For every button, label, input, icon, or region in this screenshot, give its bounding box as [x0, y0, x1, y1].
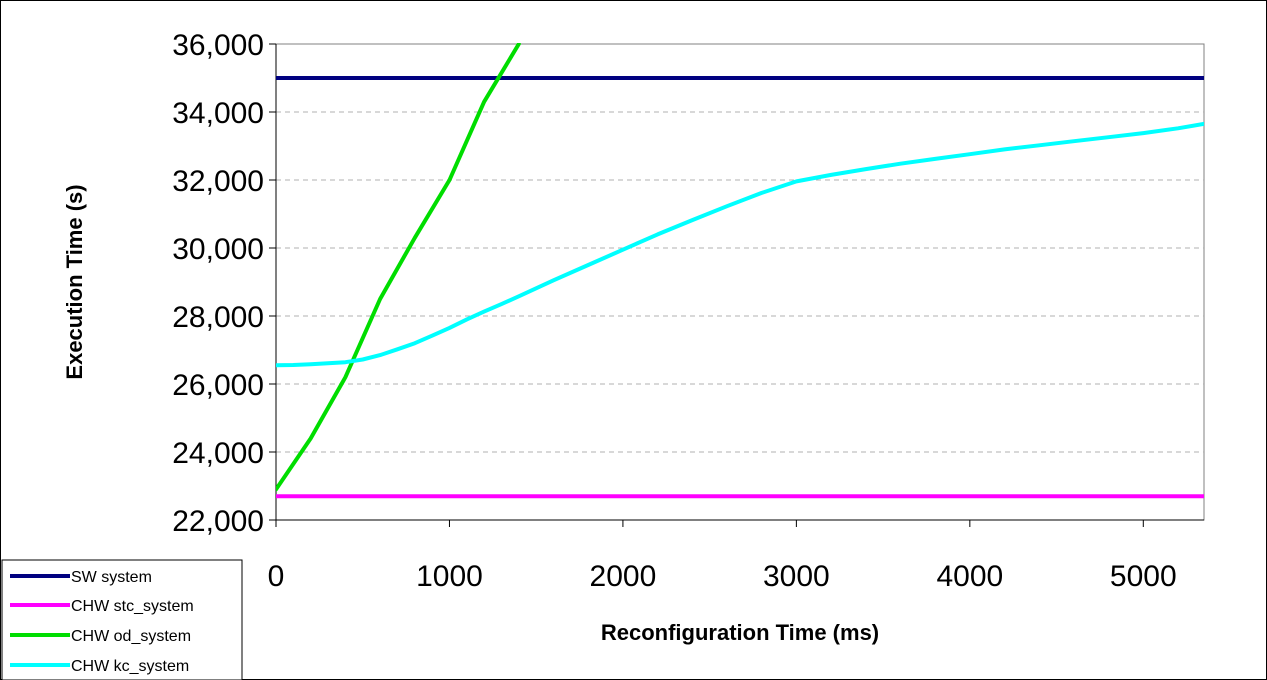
- x-tick-label: 2000: [590, 560, 657, 593]
- series-line-chw-kc-system: [276, 121, 1204, 368]
- x-tick-label: 4000: [936, 560, 1003, 593]
- legend-label-sw-system: SW system: [71, 569, 152, 586]
- plot-area: [275, 43, 1205, 521]
- axis-ticks: 22,000 24,000 26,000 28,000 30,000 32,000 34,0…: [172, 29, 1204, 593]
- legend-label-chw-od-system: CHW od_system: [71, 628, 191, 645]
- legend-label-chw-stc-system: CHW stc_system: [71, 598, 194, 615]
- x-tick-label: 1000: [416, 560, 483, 593]
- series-line-chw-od-system: [276, 43, 521, 492]
- y-tick-label: 30,000: [172, 233, 264, 266]
- legend-label-chw-kc-system: CHW kc_system: [71, 658, 189, 675]
- y-tick-label: 34,000: [172, 97, 264, 130]
- x-axis-title: Reconfiguration Time (ms): [601, 620, 879, 645]
- y-tick-label: 36,000: [172, 29, 264, 62]
- y-tick-label: 32,000: [172, 165, 264, 198]
- gridlines: [276, 111, 1204, 453]
- legend-box: [1, 559, 243, 680]
- legend: SW system CHW stc_system CHW od_system CHW …: [1, 559, 243, 680]
- x-tick-label: 5000: [1110, 560, 1177, 593]
- y-tick-label: 26,000: [172, 369, 264, 402]
- x-tick-label: 3000: [763, 560, 830, 593]
- series-lines: [276, 43, 1204, 499]
- x-tick-label: 0: [268, 560, 285, 593]
- y-tick-label: 22,000: [172, 505, 264, 538]
- y-tick-label: 28,000: [172, 301, 264, 334]
- y-tick-label: 24,000: [172, 437, 264, 470]
- y-axis-title: Execution Time (s): [62, 184, 87, 379]
